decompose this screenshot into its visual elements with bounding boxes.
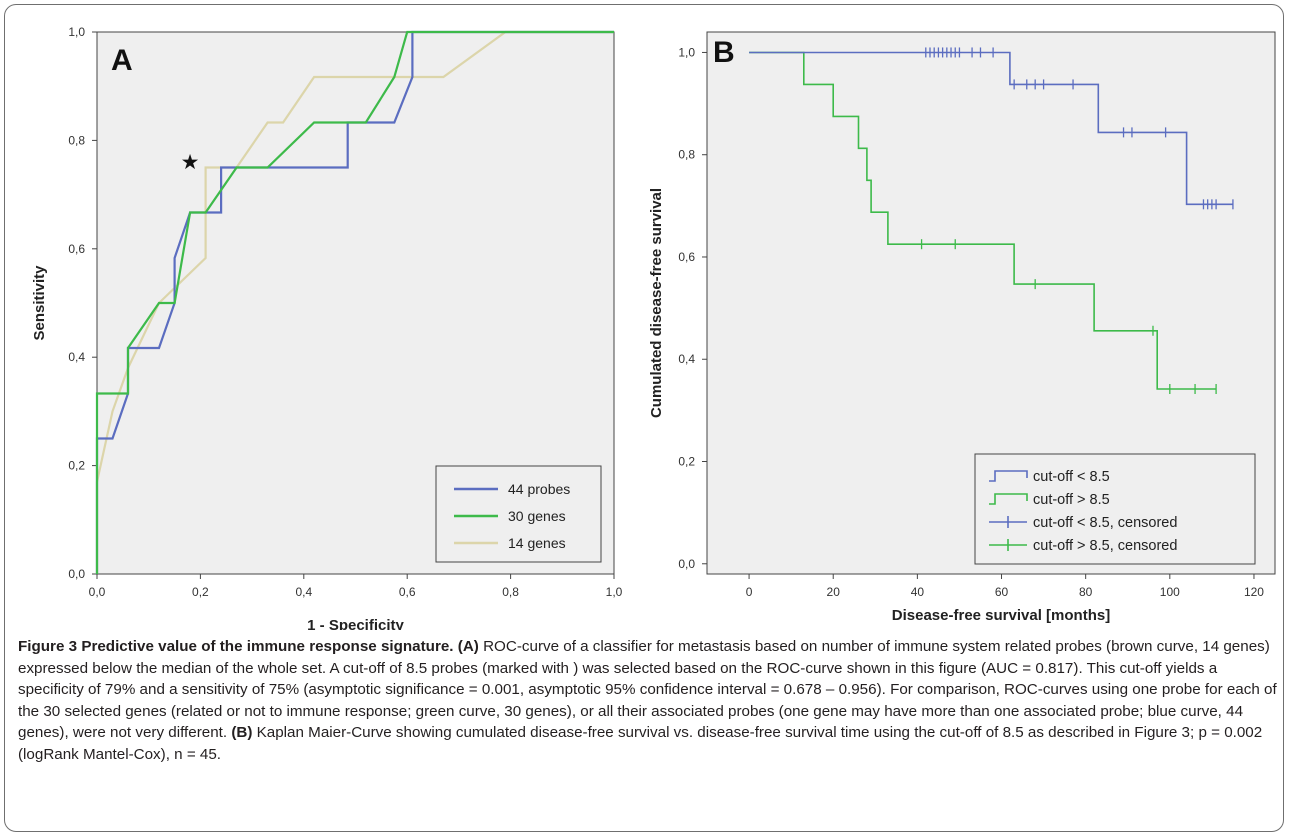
y-tick-label-a: 0,8 xyxy=(68,133,85,147)
caption-part-b-text: Kaplan Maier-Curve showing cumulated dis… xyxy=(18,724,1263,763)
y-tick-label-a: 1,0 xyxy=(68,25,85,39)
y-tick-label-b: 0,8 xyxy=(678,148,695,162)
x-tick-label-b: 20 xyxy=(827,585,841,599)
y-tick-label-a: 0,2 xyxy=(68,459,85,473)
panel-a-roc-chart: 0,0 0,2 0,4 0,6 0,8 1,0 0,0 0,2 0,4 0,6 0,8 1,0 1 - … xyxy=(31,25,623,630)
panel-label-a: A xyxy=(111,44,133,77)
x-tick-label-b: 60 xyxy=(995,585,1009,599)
legend-label-a: 14 genes xyxy=(508,535,566,551)
x-tick-label-a: 0,6 xyxy=(399,585,416,599)
x-tick-label-b: 0 xyxy=(746,585,753,599)
legend-label-b: cut-off < 8.5, censored xyxy=(1033,515,1177,531)
caption-part-a-text: ROC-curve of a classifier for metastasis… xyxy=(18,638,1277,742)
y-axis-label-a: Sensitivity xyxy=(31,265,48,341)
legend-box-a xyxy=(435,465,602,563)
y-tick-label-b: 1,0 xyxy=(678,45,695,59)
x-tick-label-a: 1,0 xyxy=(606,585,623,599)
x-tick-label-a: 0,4 xyxy=(295,585,312,599)
x-tick-label-b: 120 xyxy=(1244,585,1264,599)
y-axis-label-b: Cumulated disease-free survival xyxy=(648,188,665,418)
legend-swatch-b xyxy=(989,470,1028,482)
x-axis-label-a: 1 - Specificity xyxy=(307,617,404,630)
km-curve-gt xyxy=(749,51,1217,390)
km-curve-lt xyxy=(749,51,1233,206)
legend-label-b: cut-off > 8.5 xyxy=(1033,492,1110,508)
cutoff-star-marker: ★ xyxy=(181,151,200,174)
y-tick-label-b: 0,6 xyxy=(678,250,695,264)
x-tick-label-b: 100 xyxy=(1160,585,1180,599)
x-tick-label-b: 80 xyxy=(1079,585,1093,599)
caption-part-b-marker: (B) xyxy=(231,724,253,742)
caption-figure-label: Figure 3 xyxy=(18,638,78,655)
y-tick-label-b: 0,4 xyxy=(678,352,695,366)
caption-part-a-marker: (A) xyxy=(457,638,479,655)
y-tick-label-b: 0,2 xyxy=(678,455,695,469)
panel-b-km-chart: 0,0 0,2 0,4 0,6 0,8 1,0 0 20 40 60 80 100 120 Disease… xyxy=(648,31,1276,624)
x-tick-label-a: 0,8 xyxy=(502,585,519,599)
x-tick-label-a: 0,0 xyxy=(89,585,106,599)
x-tick-label-a: 0,2 xyxy=(192,585,209,599)
y-tick-label-a: 0,6 xyxy=(68,242,85,256)
legend-label-b: cut-off > 8.5, censored xyxy=(1033,538,1177,554)
legend-swatch-b xyxy=(989,493,1028,505)
legend-label-b: cut-off < 8.5 xyxy=(1033,469,1110,485)
x-axis-label-b: Disease-free survival [months] xyxy=(892,607,1110,624)
y-tick-label-a: 0,0 xyxy=(68,567,85,581)
panel-label-b: B xyxy=(713,36,735,69)
roc-line-14-genes xyxy=(95,30,614,574)
y-tick-label-a: 0,4 xyxy=(68,350,85,364)
caption-title: Predictive value of the immune response … xyxy=(81,638,454,655)
x-tick-label-b: 40 xyxy=(911,585,925,599)
roc-line-30-genes xyxy=(95,30,614,574)
y-tick-label-b: 0,0 xyxy=(678,557,695,571)
legend-label-a: 30 genes xyxy=(508,508,566,524)
figure-caption: Figure 3 Predictive value of the immune … xyxy=(18,636,1280,766)
legend-label-a: 44 probes xyxy=(508,481,570,497)
